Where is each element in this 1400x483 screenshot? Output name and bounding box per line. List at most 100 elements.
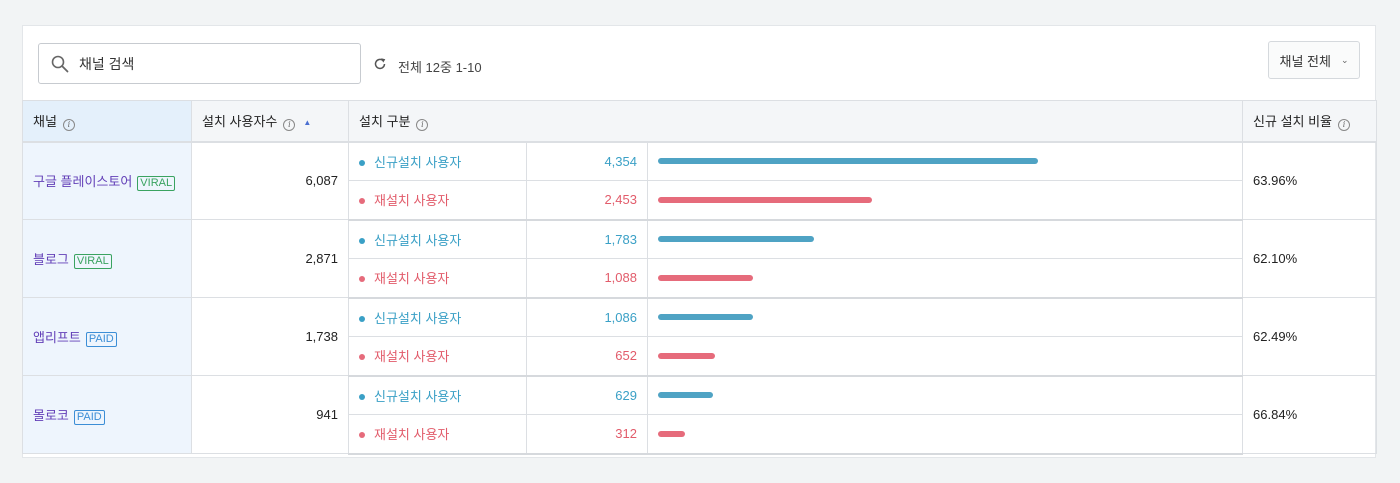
header-channel-label: 채널 [33,113,57,129]
channel-cell[interactable]: 블로그 VIRAL [22,219,192,298]
table-row: 재설치 사용자 312 [23,414,1377,455]
header-channel[interactable]: 채널 i [22,100,192,143]
pagination-range-text: 전체 12중 1-10 [398,60,482,75]
refresh-icon[interactable] [373,57,387,71]
new-install-type-cell: 신규설치 사용자 [348,141,527,181]
new-install-bar-cell [646,219,1244,259]
channel-install-card: 전체 12중 1-10 채널 전체 ⌄ 채널 i 설치 사용자수 i ▲ [22,25,1378,458]
new-install-bar-cell [646,375,1244,415]
channel-cell[interactable]: 구글 플레이스토어 VIRAL [22,141,192,220]
channel-cell[interactable]: 몰로코 PAID [22,375,192,454]
new-install-ratio-cell: 62.49% [1242,297,1378,376]
table-row: 앱리프트 PAID 1,738 신규설치 사용자 1,086 62.49% [22,297,1378,376]
reinstall-type-cell: 재설치 사용자 [348,180,527,221]
header-installs-label: 설치 사용자수 [202,113,278,129]
new-install-label: 신규설치 사용자 [374,232,462,248]
table-row: 구글 플레이스토어 VIRAL 6,087 신규설치 사용자 4,354 63.96% [22,141,1378,220]
channel-name[interactable]: 앱리프트 [33,329,81,345]
new-install-ratio-cell: 66.84% [1242,375,1378,454]
reinstall-label: 재설치 사용자 [374,193,450,209]
new-install-count: 4,354 [526,141,648,181]
channel-tag-badge: VIRAL [137,175,176,191]
search-icon [51,55,69,72]
info-icon[interactable]: i [1338,118,1351,131]
info-icon[interactable]: i [62,118,75,131]
reinstall-bar [658,352,715,359]
new-install-type-cell: 신규설치 사용자 [348,297,527,337]
table-body: 구글 플레이스토어 VIRAL 6,087 신규설치 사용자 4,354 63.96% 재설… [22,141,1378,455]
channel-search-box[interactable] [38,43,361,84]
new-install-count: 629 [526,375,648,415]
table-row: 재설치 사용자 1,088 [23,258,1377,299]
header-install-type[interactable]: 설치 구분 i [347,100,1244,143]
channel-name[interactable]: 블로그 [33,251,69,267]
reinstall-dot [359,198,365,205]
new-install-count: 1,783 [526,219,648,259]
reinstall-label: 재설치 사용자 [374,349,450,365]
new-install-type-cell: 신규설치 사용자 [348,375,527,415]
channel-tag-badge: PAID [73,409,105,425]
reinstall-type-cell: 재설치 사용자 [348,258,527,299]
install-total-cell: 1,738 [191,297,349,376]
reinstall-count: 2,453 [526,180,648,221]
reinstall-type-cell: 재설치 사용자 [348,414,527,455]
header-install-type-label: 설치 구분 [359,113,411,129]
new-install-label: 신규설치 사용자 [374,154,462,170]
install-total-cell: 6,087 [191,141,349,220]
channel-tag-badge: PAID [85,331,117,347]
chevron-down-icon: ⌄ [1340,54,1349,65]
channel-tag-badge: VIRAL [73,253,112,269]
new-install-bar-cell [646,141,1244,181]
new-install-bar [658,236,814,243]
new-install-dot [359,159,365,166]
new-install-dot [359,237,365,244]
reinstall-bar [658,196,872,203]
new-install-dot [359,393,365,400]
reinstall-bar [658,274,753,281]
header-new-ratio[interactable]: 신규 설치 비율 i [1242,100,1378,143]
channel-name[interactable]: 몰로코 [33,407,69,423]
header-new-ratio-label: 신규 설치 비율 [1253,113,1333,129]
info-icon[interactable]: i [416,118,429,131]
new-install-label: 신규설치 사용자 [374,388,462,404]
reinstall-label: 재설치 사용자 [374,271,450,287]
new-install-type-cell: 신규설치 사용자 [348,219,527,259]
new-install-bar [658,314,753,321]
reinstall-dot [359,432,365,439]
reinstall-bar-cell [646,258,1244,299]
info-icon[interactable]: i [283,118,296,131]
new-install-bar-cell [646,297,1244,337]
table-row: 블로그 VIRAL 2,871 신규설치 사용자 1,783 62.10% [22,219,1378,298]
reinstall-bar-cell [646,336,1244,377]
install-total-cell: 2,871 [191,219,349,298]
table-row: 재설치 사용자 2,453 [23,180,1377,221]
channel-cell[interactable]: 앱리프트 PAID [22,297,192,376]
reinstall-type-cell: 재설치 사용자 [348,336,527,377]
toolbar: 전체 12중 1-10 채널 전체 ⌄ [23,26,1375,100]
reinstall-bar [658,430,685,437]
sort-ascending-icon[interactable]: ▲ [303,117,312,127]
new-install-ratio-cell: 62.10% [1242,219,1378,298]
new-install-bar [658,392,713,399]
header-installs[interactable]: 설치 사용자수 i ▲ [191,100,349,143]
table-row: 몰로코 PAID 941 신규설치 사용자 629 66.84% [22,375,1378,454]
new-install-label: 신규설치 사용자 [374,310,462,326]
reinstall-dot [359,354,365,361]
reinstall-dot [359,276,365,283]
new-install-dot [359,315,365,322]
new-install-ratio-cell: 63.96% [1242,141,1378,220]
reinstall-bar-cell [646,180,1244,221]
channel-install-table: 채널 i 설치 사용자수 i ▲ 설치 구분 i 신규 설치 비율 i 구글 플레이스토어… [22,100,1378,455]
channel-filter-dropdown[interactable]: 채널 전체 ⌄ [1268,41,1360,79]
reinstall-count: 652 [526,336,648,377]
channel-name[interactable]: 구글 플레이스토어 [33,173,133,189]
reinstall-label: 재설치 사용자 [374,427,450,443]
channel-search-input[interactable] [79,55,329,72]
reinstall-count: 1,088 [526,258,648,299]
install-total-cell: 941 [191,375,349,454]
new-install-count: 1,086 [526,297,648,337]
table-header-row: 채널 i 설치 사용자수 i ▲ 설치 구분 i 신규 설치 비율 i [22,100,1378,143]
new-install-bar [658,158,1038,165]
table-row: 재설치 사용자 652 [23,336,1377,377]
channel-filter-label: 채널 전체 [1279,53,1331,69]
